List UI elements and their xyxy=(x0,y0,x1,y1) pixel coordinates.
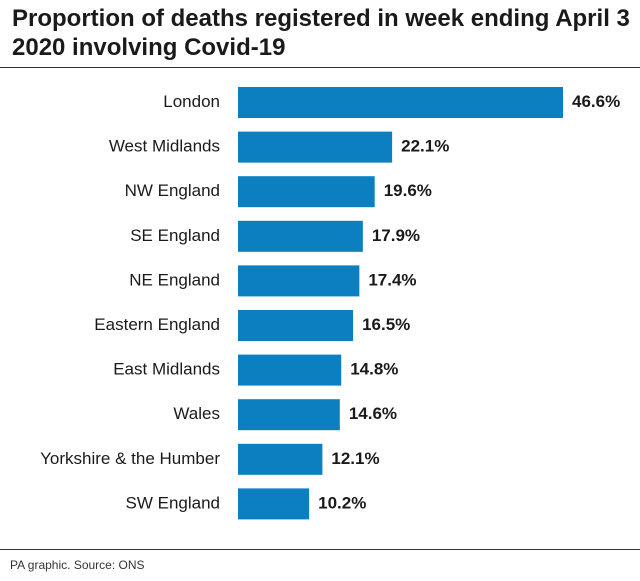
bar-ne-england xyxy=(238,265,360,297)
bar-west-midlands xyxy=(238,131,393,163)
bar-chart: London 46.6% West Midlands 22.1% NW England 1… xyxy=(40,87,620,520)
bar-nw-england xyxy=(238,176,375,208)
category-label-eastern-england: Eastern England xyxy=(94,315,220,334)
category-label-sw-england: SW England xyxy=(126,493,221,512)
footer-divider xyxy=(0,549,640,550)
bar-se-england xyxy=(238,220,363,252)
category-label-wales: Wales xyxy=(173,404,220,423)
bar-yorkshire-the-humber xyxy=(238,443,323,475)
title-divider xyxy=(0,67,640,68)
bar-wales xyxy=(238,399,340,431)
value-label-east-midlands: 14.8% xyxy=(350,360,398,379)
bar-london xyxy=(238,87,563,118)
bar-east-midlands xyxy=(238,354,342,386)
category-label-east-midlands: East Midlands xyxy=(113,360,220,379)
category-label-ne-england: NE England xyxy=(129,270,220,289)
category-label-se-england: SE England xyxy=(130,226,220,245)
value-label-sw-england: 10.2% xyxy=(318,493,366,512)
value-label-ne-england: 17.4% xyxy=(368,270,416,289)
value-label-yorkshire-the-humber: 12.1% xyxy=(331,449,379,468)
value-label-nw-england: 19.6% xyxy=(384,181,432,200)
bar-sw-england xyxy=(238,488,310,520)
value-label-eastern-england: 16.5% xyxy=(362,315,410,334)
category-label-yorkshire-the-humber: Yorkshire & the Humber xyxy=(40,449,220,468)
value-label-se-england: 17.9% xyxy=(372,226,420,245)
source-credit: PA graphic. Source: ONS xyxy=(10,558,145,572)
category-label-west-midlands: West Midlands xyxy=(109,137,220,156)
category-label-nw-england: NW England xyxy=(125,181,220,200)
chart-title: Proportion of deaths registered in week … xyxy=(12,5,630,61)
value-label-west-midlands: 22.1% xyxy=(401,137,449,156)
category-label-london: London xyxy=(163,92,220,111)
value-label-london: 46.6% xyxy=(572,92,620,111)
bar-eastern-england xyxy=(238,310,354,341)
value-label-wales: 14.6% xyxy=(349,404,397,423)
